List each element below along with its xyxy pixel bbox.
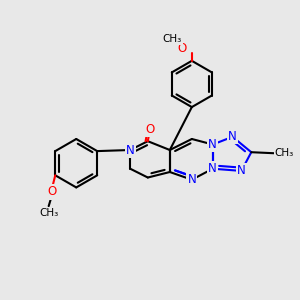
Text: N: N xyxy=(228,130,237,143)
Text: O: O xyxy=(177,42,186,55)
Text: N: N xyxy=(208,138,217,151)
Text: N: N xyxy=(208,162,217,175)
Text: N: N xyxy=(188,173,196,186)
Text: CH₃: CH₃ xyxy=(39,208,58,218)
Text: O: O xyxy=(47,185,57,198)
Text: N: N xyxy=(126,143,135,157)
Text: N: N xyxy=(237,164,246,177)
Text: CH₃: CH₃ xyxy=(275,148,294,158)
Text: O: O xyxy=(146,123,154,136)
Text: CH₃: CH₃ xyxy=(162,34,182,44)
